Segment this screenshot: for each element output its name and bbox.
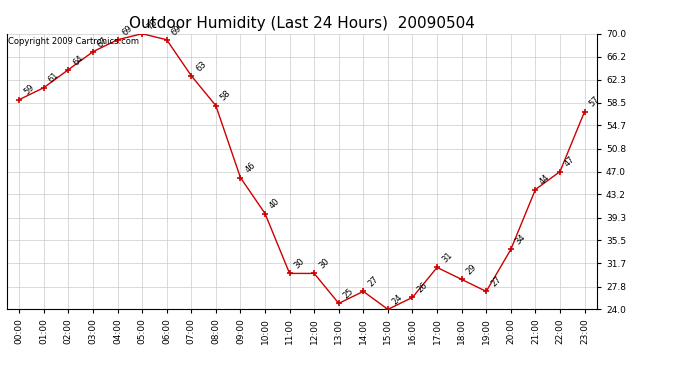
Text: 29: 29: [464, 263, 478, 277]
Text: 44: 44: [538, 173, 552, 187]
Text: 61: 61: [46, 71, 61, 85]
Text: 69: 69: [120, 23, 134, 37]
Text: 59: 59: [22, 83, 36, 97]
Text: 58: 58: [219, 89, 233, 103]
Text: 57: 57: [587, 95, 601, 109]
Text: 27: 27: [366, 275, 380, 289]
Title: Outdoor Humidity (Last 24 Hours)  20090504: Outdoor Humidity (Last 24 Hours) 2009050…: [129, 16, 475, 31]
Text: 25: 25: [342, 287, 355, 301]
Text: 69: 69: [170, 23, 184, 37]
Text: 30: 30: [317, 257, 331, 271]
Text: 63: 63: [194, 59, 208, 73]
Text: 27: 27: [489, 275, 503, 289]
Text: 34: 34: [513, 233, 527, 247]
Text: 67: 67: [96, 35, 110, 49]
Text: 24: 24: [391, 293, 404, 307]
Text: 47: 47: [563, 155, 577, 169]
Text: 46: 46: [243, 161, 257, 175]
Text: 70: 70: [145, 17, 159, 31]
Text: 31: 31: [440, 251, 454, 265]
Text: Copyright 2009 Cartronics.com: Copyright 2009 Cartronics.com: [8, 36, 139, 45]
Text: 26: 26: [415, 281, 429, 295]
Text: 64: 64: [71, 53, 85, 67]
Text: 30: 30: [293, 257, 306, 271]
Text: 40: 40: [268, 197, 282, 211]
